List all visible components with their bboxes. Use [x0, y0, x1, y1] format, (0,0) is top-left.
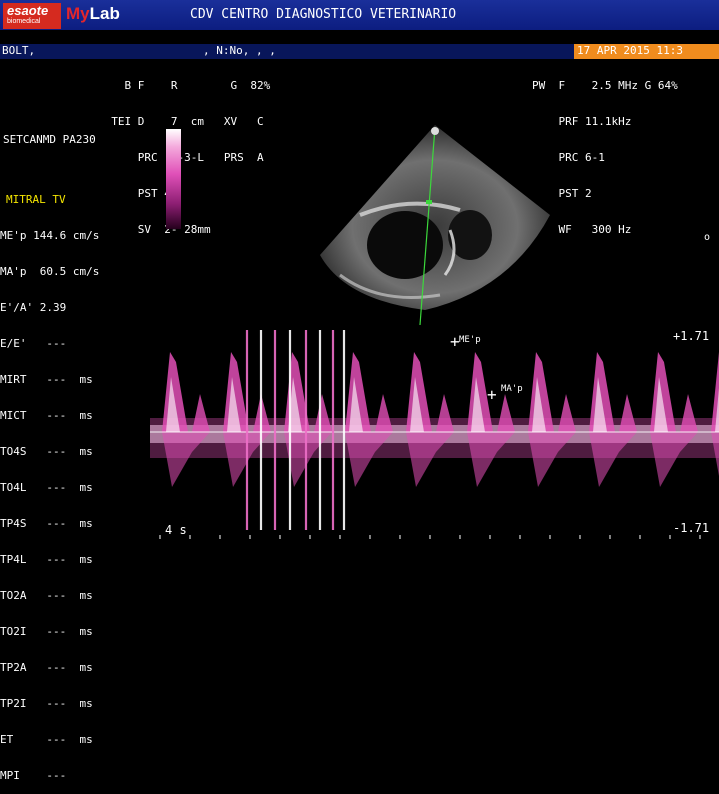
a-wave	[436, 394, 454, 432]
sweep-speed: 4 s	[165, 523, 187, 537]
velocity-scale-bottom: -1.71	[673, 521, 709, 535]
brand-subtitle: biomedical	[7, 18, 41, 25]
mylab-logo-my: My	[66, 4, 90, 23]
imaging-param-line: PST 4	[98, 187, 171, 200]
color-scale-bar	[166, 129, 181, 229]
sweep-bars	[245, 330, 346, 530]
a-wave	[680, 394, 698, 432]
e-wave-core	[410, 377, 424, 432]
e-wave-core	[532, 377, 546, 432]
measurement-row: TP4L --- ms	[0, 553, 93, 566]
date-time-text: 17 APR 2015 11:3	[577, 44, 683, 57]
negative-flow	[284, 432, 332, 487]
measurement-row: TP2A --- ms	[0, 661, 93, 674]
a-wave	[314, 394, 332, 432]
doppler-parameters: PW F 2.5 MHz G 64% PRF 11.1kHz PRC 6-1 P…	[532, 56, 678, 248]
marker-e-cross[interactable]: +	[450, 332, 460, 351]
brand-name: esaote	[7, 3, 49, 18]
marker-a-cross[interactable]: +	[487, 385, 497, 404]
heart-chamber	[367, 211, 443, 279]
measurement-row: E/E' ---	[0, 337, 67, 350]
header-bar: esaote biomedical MyLab CDV CENTRO DIAGN…	[0, 0, 719, 30]
echo-2d-image	[320, 125, 550, 326]
negative-flow	[528, 432, 576, 487]
e-wave-core	[593, 377, 607, 432]
e-wave-core	[471, 377, 485, 432]
a-wave	[558, 394, 576, 432]
measurement-row: MICT --- ms	[0, 409, 93, 422]
negative-flow	[162, 432, 210, 487]
measurement-row: TP4S --- ms	[0, 517, 93, 530]
imaging-param-line: SV 2- 28mm	[98, 223, 211, 236]
marker-a-label: MA'p	[501, 384, 523, 394]
heart-wall	[339, 273, 441, 299]
patient-id: , N:No, , ,	[203, 44, 276, 57]
e-wave-core	[654, 377, 668, 432]
imaging-param-line: B F R G 82%	[98, 79, 271, 92]
negative-flow	[345, 432, 393, 487]
date-time: 17 APR 2015 11:3	[574, 44, 719, 59]
spectral-waveform	[150, 352, 719, 487]
e-wave-core	[227, 377, 241, 432]
measurement-row: MPI ---	[0, 769, 67, 782]
negative-flow	[589, 432, 637, 487]
doppler-cursor-line[interactable]	[419, 126, 436, 326]
imaging-param-line: TEI D 7 cm XV C	[98, 115, 264, 128]
measurement-row: TO4S --- ms	[0, 445, 93, 458]
heart-chamber	[448, 210, 492, 260]
negative-flow	[711, 432, 719, 476]
measurement-row: TO2I --- ms	[0, 625, 93, 638]
imaging-parameters: B F R G 82% TEI D 7 cm XV C PRC 6-3-L PR…	[98, 56, 270, 248]
measurement-row: TO2A --- ms	[0, 589, 93, 602]
a-wave	[497, 394, 515, 432]
measurement-row: MA'p 60.5 cm/s	[0, 265, 100, 278]
doppler-param-line: PW F 2.5 MHz G 64%	[532, 79, 678, 92]
e-wave-core	[349, 377, 363, 432]
doppler-param-line: WF 300 Hz	[532, 223, 632, 236]
measurement-row: TO4L --- ms	[0, 481, 93, 494]
doppler-param-line: PRF 11.1kHz	[532, 115, 632, 128]
orientation-dot: o	[704, 232, 711, 243]
a-wave	[375, 394, 393, 432]
esaote-logo: esaote biomedical	[3, 3, 61, 29]
measurement-row: MIRT --- ms	[0, 373, 93, 386]
time-ticks	[159, 535, 701, 539]
measurement-row: ME'p 144.6 cm/s	[0, 229, 100, 242]
doppler-param-line: PST 2	[532, 187, 592, 200]
patient-bar: BOLT, , N:No, , ,	[0, 44, 719, 59]
mylab-logo: MyLab	[66, 5, 120, 23]
probe-label: SETCANMD PA230	[3, 133, 96, 146]
doppler-spectrum: ME'p + MA'p + +1.71 -1.71 4 s	[150, 330, 719, 539]
mitral-valve	[443, 229, 456, 276]
a-wave	[192, 394, 210, 432]
measurement-panel: MITRAL TV ME'p 144.6 cm/s MA'p 60.5 cm/s…	[0, 170, 99, 794]
patient-name: BOLT,	[2, 44, 36, 57]
a-wave	[619, 394, 637, 432]
measurement-row: ET --- ms	[0, 733, 93, 746]
imaging-param-line: PRC 6-3-L PRS A	[137, 151, 264, 164]
sample-volume-gate[interactable]	[426, 200, 432, 204]
negative-flow	[650, 432, 698, 487]
e-wave-core	[715, 388, 719, 432]
measurement-row: TP2I --- ms	[0, 697, 93, 710]
negative-flow	[467, 432, 515, 487]
doppler-param-line: PRC 6-1	[532, 151, 605, 164]
marker-e-label: ME'p	[459, 335, 481, 345]
probe-apex-marker	[431, 127, 439, 135]
e-wave-core	[288, 377, 302, 432]
clinic-name: CDV CENTRO DIAGNOSTICO VETERINARIO	[190, 7, 457, 22]
negative-flow	[406, 432, 454, 487]
measurement-row: E'/A' 2.39	[0, 301, 67, 314]
heart-wall	[359, 201, 461, 217]
echo-sector	[320, 125, 550, 310]
mylab-logo-lab: Lab	[89, 4, 120, 23]
measurement-title: MITRAL TV	[6, 193, 66, 206]
e-wave-core	[166, 377, 180, 432]
velocity-scale-top: +1.71	[673, 330, 709, 343]
